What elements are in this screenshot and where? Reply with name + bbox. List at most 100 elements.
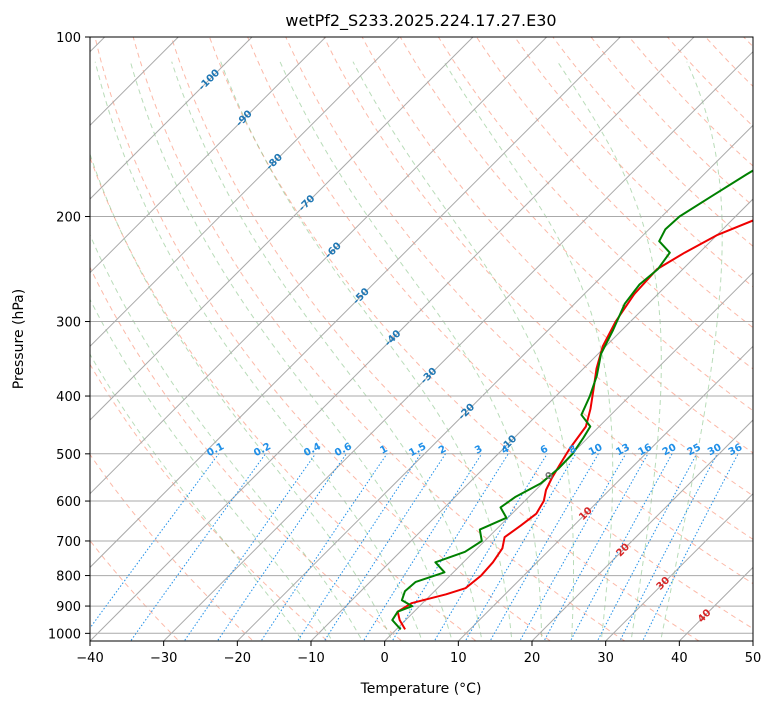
mixing-ratio-lines: [90, 453, 739, 641]
moist-adiabat-line: [557, 61, 662, 641]
dry-adiabat-line: [361, 37, 753, 454]
y-axis-label: Pressure (hPa): [11, 289, 27, 389]
mixing-ratio-line: [362, 453, 483, 641]
y-tick-label: 800: [56, 570, 81, 585]
mixing-ratio-label: 30: [706, 442, 723, 458]
dry-adiabat-line: [437, 37, 753, 370]
moist-adiabat-line: [220, 61, 513, 641]
y-tick-label: 500: [56, 448, 81, 463]
isotherm-label: -50: [351, 286, 372, 307]
isotherm-line: [236, 124, 753, 641]
warm-isotherm-label: 10: [577, 505, 595, 523]
isotherm-line: [90, 37, 180, 127]
x-tick-label: 20: [524, 651, 541, 666]
chart-title: wetPf2_S233.2025.224.17.27.E30: [285, 11, 556, 31]
mixing-ratio-line: [569, 453, 673, 641]
dry-adiabat-line: [628, 37, 753, 167]
isotherm-grid: [90, 37, 753, 641]
mixing-ratio-line: [464, 453, 577, 641]
dewpoint-profile-line: [391, 169, 753, 631]
mixing-ratio-label: 25: [685, 442, 702, 458]
dry-adiabat-line: [285, 37, 753, 540]
mixing-ratio-line: [642, 453, 739, 641]
dry-adiabat-line: [552, 37, 753, 247]
dry-adiabat-line: [90, 266, 403, 641]
pressure-grid: [90, 37, 753, 634]
isotherm-line: [90, 37, 548, 495]
dry-adiabats: [90, 24, 775, 646]
mixing-ratio-label: 13: [614, 442, 631, 458]
moist-adiabat-line: [279, 61, 543, 641]
mixing-ratio-label: 0.2: [252, 441, 273, 459]
mixing-ratio-label: 1: [378, 444, 389, 457]
mixing-ratio-line: [391, 453, 509, 641]
dry-adiabat-line: [208, 37, 753, 630]
x-tick-label: −10: [297, 651, 324, 666]
x-tick-label: 0: [381, 651, 389, 666]
x-axis-label: Temperature (°C): [360, 681, 482, 697]
moist-adiabat-line: [90, 233, 363, 641]
x-axis: −40 −30 −20 −10 0 10 20 30 40 50: [76, 641, 761, 666]
moist-adiabat-line: [443, 61, 614, 641]
mixing-ratio-label: 0.4: [302, 441, 323, 459]
moist-adiabat-line: [171, 61, 483, 641]
mixing-ratio-label: 2: [437, 444, 448, 457]
mixing-ratio-line: [543, 453, 649, 641]
mixing-ratio-line: [90, 453, 220, 629]
dry-adiabat-line: [90, 363, 329, 641]
isotherm-line: [531, 419, 753, 641]
x-tick-label: −30: [150, 651, 177, 666]
mixing-ratio-line: [596, 453, 698, 641]
dry-adiabat-line: [514, 37, 753, 288]
mixing-ratio-label: 0.1: [205, 441, 226, 459]
isotherm-line: [752, 640, 753, 641]
isotherm-label: -100: [197, 67, 223, 93]
dry-adiabat-line: [247, 37, 753, 585]
y-tick-label: 200: [56, 211, 81, 226]
isotherm-line: [90, 37, 622, 569]
y-tick-label: 600: [56, 495, 81, 510]
x-tick-label: 50: [745, 651, 762, 666]
plot-frame: [89, 36, 754, 642]
dry-adiabat-line: [769, 24, 775, 646]
mixing-ratio-line: [433, 453, 548, 641]
plot-area: [90, 24, 775, 646]
y-tick-label: 1000: [48, 627, 81, 642]
moist-adiabat-line: [90, 298, 333, 641]
y-tick-label: 900: [56, 600, 81, 615]
x-tick-label: −20: [224, 651, 251, 666]
moist-adiabat-line: [352, 61, 574, 641]
dry-adiabat-line: [704, 37, 753, 88]
isotherm-line: [310, 198, 753, 641]
mixing-ratio-line: [260, 453, 388, 641]
dry-adiabat-line: [475, 37, 753, 329]
dry-adiabat-line: [323, 37, 753, 497]
isotherm-line: [162, 50, 753, 641]
in-plot-labels: 0.1 0.2 0.4 0.6 1 1.5 2 3 4 6 8 10 13 16 20 25 30 36 -100 -…: [197, 67, 745, 625]
isotherm-line: [90, 37, 401, 348]
x-tick-label: 40: [671, 651, 688, 666]
mixing-ratio-label: 16: [636, 442, 653, 458]
mixing-ratio-line: [130, 453, 267, 641]
mixing-ratio-label: 1.5: [407, 441, 428, 459]
dry-adiabat-line: [90, 539, 180, 641]
dry-adiabat-line: [94, 37, 552, 641]
moist-adiabat-line: [660, 61, 723, 641]
profile-series: [391, 169, 753, 631]
mixing-ratio-label: 10: [587, 442, 604, 458]
isotherm-line: [678, 566, 753, 641]
isotherm-line: [90, 37, 474, 421]
mixing-ratio-label: 3: [473, 444, 484, 457]
y-tick-label: 400: [56, 390, 81, 405]
mixing-ratio-label: 0.6: [333, 441, 354, 459]
mixing-ratio-label: 6: [539, 444, 550, 457]
mixing-ratio-label: 8: [567, 444, 578, 457]
mixing-ratio-label: 20: [661, 442, 678, 458]
y-tick-label: 100: [56, 31, 81, 46]
mixing-ratio-line: [519, 453, 627, 641]
isotherm-line: [90, 37, 253, 200]
dry-adiabat-line: [399, 37, 753, 412]
dry-adiabat-line: [90, 453, 254, 641]
y-tick-label: 300: [56, 316, 81, 331]
